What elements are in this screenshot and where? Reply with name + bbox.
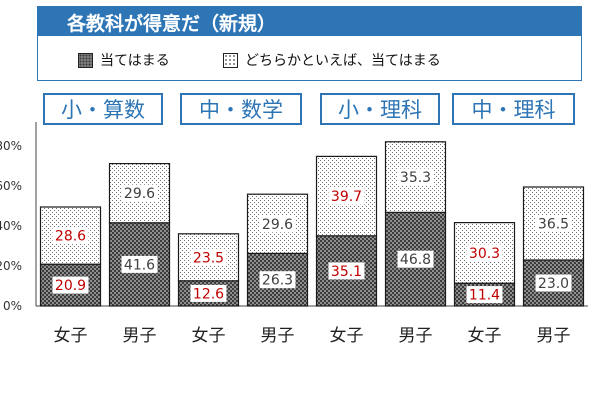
- data-label-dotted: 30.3: [469, 246, 500, 262]
- data-label-solid-bg: [328, 262, 365, 280]
- data-label-solid-bg: [259, 271, 296, 289]
- y-tick-label: 20%: [0, 259, 22, 273]
- legend-item-dotted: どちらかといえば、当てはまる: [223, 50, 441, 70]
- group-label-junior-math: 中・数学: [180, 93, 302, 125]
- x-category-label: 女子: [54, 326, 88, 346]
- data-label-solid: 41.6: [124, 257, 155, 273]
- data-label-solid-bg: [121, 255, 158, 273]
- y-tick-label: 0%: [3, 299, 22, 313]
- x-category-label: 女子: [192, 326, 226, 346]
- group-label-elementary-math: 小・算数: [43, 93, 163, 125]
- legend-swatch-solid: [78, 52, 93, 68]
- legend-label-solid: 当てはまる: [100, 53, 170, 69]
- data-label-dotted-bg: [466, 244, 503, 262]
- data-label-solid: 23.0: [538, 276, 569, 292]
- x-category-label: 女子: [468, 326, 502, 346]
- data-label-solid: 20.9: [55, 278, 86, 294]
- data-label-solid-bg: [397, 250, 434, 268]
- data-label-dotted-bg: [259, 215, 296, 233]
- legend-label-dotted: どちらかといえば、当てはまる: [245, 53, 441, 69]
- data-label-dotted-bg: [328, 187, 365, 205]
- group-label-elementary-science: 小・理科: [320, 93, 440, 125]
- data-label-dotted: 23.5: [193, 250, 224, 266]
- legend: 当てはまる どちらかといえば、当てはまる: [37, 36, 582, 81]
- data-label-solid-bg: [535, 274, 572, 292]
- data-label-solid: 12.6: [193, 286, 224, 302]
- legend-swatch-dotted: [223, 52, 238, 68]
- data-label-dotted: 39.7: [331, 189, 362, 205]
- data-label-dotted-bg: [121, 184, 158, 202]
- data-label-solid: 26.3: [262, 273, 293, 289]
- data-label-dotted: 29.6: [262, 217, 293, 233]
- data-label-dotted: 29.6: [124, 186, 155, 202]
- chart-title: 各教科が得意だ（新規）: [67, 13, 277, 35]
- data-label-solid-bg: [190, 284, 227, 302]
- bar-segment-dotted: [108, 163, 171, 224]
- data-label-dotted-bg: [52, 227, 89, 245]
- data-label-dotted: 35.3: [400, 170, 431, 186]
- data-label-solid: 11.4: [469, 288, 500, 304]
- legend-item-solid: 当てはまる: [78, 50, 170, 70]
- data-label-dotted-bg: [397, 168, 434, 186]
- y-tick-label: 60%: [0, 179, 22, 193]
- x-category-label: 男子: [537, 326, 571, 346]
- data-label-solid: 35.1: [331, 264, 362, 280]
- data-label-solid: 46.8: [400, 252, 431, 268]
- chart-title-bar: 各教科が得意だ（新規）: [37, 6, 582, 36]
- data-label-dotted-bg: [190, 248, 227, 266]
- y-tick-label: 80%: [0, 139, 22, 153]
- x-category-label: 女子: [330, 326, 364, 346]
- x-category-label: 男子: [399, 326, 433, 346]
- data-label-solid-bg: [466, 286, 503, 304]
- x-category-label: 男子: [123, 326, 157, 346]
- x-category-label: 男子: [261, 326, 295, 346]
- data-label-dotted: 28.6: [55, 229, 86, 245]
- data-label-solid-bg: [52, 276, 89, 294]
- data-label-dotted-bg: [535, 215, 572, 232]
- data-label-dotted: 36.5: [538, 217, 569, 233]
- y-tick-label: 40%: [0, 219, 22, 233]
- group-label-junior-science: 中・理科: [452, 93, 575, 125]
